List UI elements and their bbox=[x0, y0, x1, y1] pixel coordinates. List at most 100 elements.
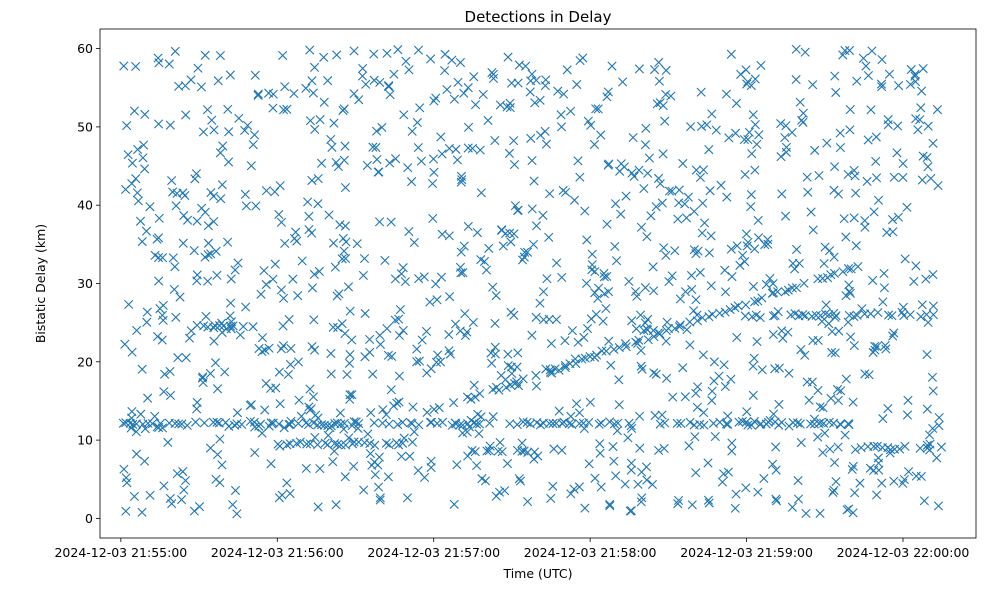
data-point bbox=[387, 351, 397, 361]
data-point bbox=[503, 361, 513, 371]
data-point bbox=[753, 215, 763, 226]
data-point bbox=[770, 310, 780, 321]
data-point bbox=[503, 52, 513, 62]
data-point bbox=[794, 258, 804, 268]
data-point bbox=[873, 195, 884, 205]
data-point bbox=[750, 165, 760, 175]
data-point bbox=[864, 370, 874, 380]
data-point bbox=[587, 265, 597, 275]
data-point bbox=[727, 438, 737, 448]
data-point bbox=[291, 227, 301, 237]
data-point bbox=[923, 162, 933, 172]
data-point bbox=[175, 292, 185, 302]
data-point bbox=[313, 199, 323, 209]
data-point bbox=[595, 448, 605, 458]
data-point bbox=[450, 319, 461, 329]
data-point bbox=[203, 221, 213, 231]
data-point bbox=[704, 498, 714, 508]
data-point bbox=[407, 437, 418, 447]
data-point bbox=[697, 121, 707, 131]
data-point bbox=[390, 315, 400, 325]
data-point bbox=[879, 268, 889, 279]
data-point bbox=[829, 252, 839, 262]
data-point bbox=[871, 173, 882, 183]
data-point bbox=[502, 458, 513, 469]
data-point bbox=[658, 100, 668, 111]
data-point bbox=[686, 122, 696, 132]
data-point bbox=[297, 256, 307, 266]
data-point bbox=[189, 246, 199, 256]
data-point bbox=[396, 269, 407, 279]
data-point bbox=[630, 286, 641, 297]
data-point bbox=[230, 485, 241, 496]
data-point bbox=[706, 281, 716, 291]
data-point bbox=[687, 500, 697, 510]
data-point bbox=[284, 314, 294, 325]
data-point bbox=[319, 52, 329, 62]
data-point bbox=[698, 198, 708, 208]
data-point bbox=[209, 125, 219, 135]
data-point bbox=[685, 417, 695, 427]
data-point bbox=[164, 59, 174, 69]
data-point bbox=[607, 61, 617, 71]
data-point bbox=[692, 402, 702, 412]
data-point bbox=[788, 418, 798, 428]
data-point bbox=[538, 210, 548, 220]
data-point bbox=[315, 463, 325, 474]
data-point bbox=[531, 312, 541, 322]
data-point bbox=[917, 300, 927, 310]
data-point bbox=[426, 462, 436, 473]
data-point bbox=[303, 419, 314, 430]
data-point bbox=[199, 418, 209, 428]
data-point bbox=[697, 228, 707, 238]
data-point bbox=[898, 158, 908, 169]
data-point bbox=[843, 169, 853, 180]
data-point bbox=[484, 446, 495, 456]
data-point bbox=[305, 116, 316, 126]
data-point bbox=[230, 265, 240, 275]
data-point bbox=[732, 332, 742, 343]
data-point bbox=[529, 176, 539, 186]
data-point bbox=[488, 412, 498, 422]
data-point bbox=[743, 420, 753, 430]
data-point bbox=[755, 312, 765, 323]
data-point bbox=[675, 294, 685, 304]
data-point bbox=[203, 238, 214, 248]
x-axis-label: Time (UTC) bbox=[502, 566, 572, 581]
data-point bbox=[182, 420, 192, 431]
data-point bbox=[689, 306, 699, 316]
data-point bbox=[741, 65, 751, 75]
data-point bbox=[250, 447, 260, 458]
data-point bbox=[358, 270, 368, 281]
data-point bbox=[460, 309, 470, 319]
data-point bbox=[301, 83, 311, 93]
data-point bbox=[216, 194, 226, 204]
data-point bbox=[458, 420, 468, 430]
data-point bbox=[918, 151, 928, 161]
data-point bbox=[618, 77, 628, 87]
data-point bbox=[488, 73, 499, 84]
data-point bbox=[228, 321, 238, 331]
data-point bbox=[398, 325, 408, 336]
data-point bbox=[205, 368, 216, 379]
data-point bbox=[757, 365, 767, 375]
data-point bbox=[763, 239, 773, 249]
data-point bbox=[429, 96, 439, 106]
data-point bbox=[470, 392, 480, 402]
data-point bbox=[738, 250, 748, 260]
data-point bbox=[670, 246, 680, 256]
data-point bbox=[768, 311, 778, 321]
data-point bbox=[818, 447, 828, 458]
data-point bbox=[170, 46, 180, 56]
data-point bbox=[474, 419, 485, 429]
data-point bbox=[771, 496, 782, 506]
data-point bbox=[332, 418, 342, 428]
data-point bbox=[522, 496, 533, 507]
data-point bbox=[727, 272, 737, 282]
data-point bbox=[742, 79, 752, 89]
data-point bbox=[394, 371, 405, 381]
data-point bbox=[131, 61, 141, 72]
data-point bbox=[384, 419, 394, 429]
data-point bbox=[749, 353, 759, 363]
data-point bbox=[165, 366, 175, 376]
